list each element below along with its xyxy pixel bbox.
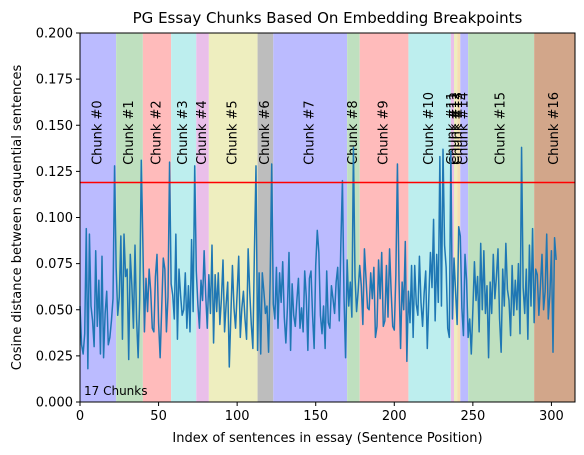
chunk-label-4: Chunk #4: [195, 100, 210, 165]
x-tick-label-5: 250: [460, 409, 485, 424]
chunk-label-1: Chunk #1: [122, 100, 137, 165]
x-tick-label-4: 200: [382, 409, 407, 424]
chunk-band-0: [80, 33, 117, 402]
chunk-count-annotation: 17 Chunks: [84, 384, 147, 398]
chunk-label-16: Chunk #16: [547, 92, 562, 165]
y-tick-label-4: 0.100: [36, 211, 73, 226]
chunk-label-15: Chunk #15: [494, 92, 509, 165]
chunk-label-11: Chunk #11: [445, 92, 460, 165]
chunk-band-2: [142, 33, 172, 402]
chunk-label-9: Chunk #9: [377, 100, 392, 165]
chunk-label-8: Chunk #8: [346, 100, 361, 165]
y-tick-label-3: 0.075: [36, 257, 73, 272]
x-tick-label-0: 0: [76, 409, 84, 424]
y-axis-title: Cosine distance between sequential sente…: [10, 65, 25, 371]
x-axis-ticks: 0 50 100 150 200 250 300: [76, 402, 564, 424]
chunk-labels: Chunk #0 Chunk #1 Chunk #2 Chunk #3 Chunk #4…: [91, 92, 562, 165]
chunk-bands: [80, 33, 575, 402]
chunk-label-13: Chunk #13: [451, 92, 466, 165]
chunk-label-14: Chunk #14: [457, 92, 472, 165]
y-tick-label-2: 0.050: [36, 303, 73, 318]
chunk-label-3: Chunk #3: [176, 100, 191, 165]
chunk-label-7: Chunk #7: [303, 100, 318, 165]
chunk-band-12: [454, 33, 458, 402]
chunk-band-4: [196, 33, 209, 402]
x-tick-label-3: 150: [303, 409, 328, 424]
chunk-label-10: Chunk #10: [422, 92, 437, 165]
y-tick-label-8: 0.200: [36, 27, 73, 42]
chart-title: PG Essay Chunks Based On Embedding Break…: [133, 9, 523, 27]
series-line: [79, 146, 557, 370]
chunk-band-3: [171, 33, 197, 402]
chunk-band-5: [208, 33, 258, 402]
chunk-label-2: Chunk #2: [150, 100, 165, 165]
y-tick-label-7: 0.175: [36, 73, 73, 88]
y-axis-ticks: 0.000 0.025 0.050 0.075 0.100 0.125 0.150 0.175…: [36, 27, 80, 411]
chunk-band-13: [457, 33, 461, 402]
x-tick-label-2: 100: [225, 409, 250, 424]
chunk-label-12: Chunk #12: [448, 92, 463, 165]
y-tick-label-1: 0.025: [36, 349, 73, 364]
chunk-label-5: Chunk #5: [226, 100, 241, 165]
x-tick-label-1: 50: [150, 409, 167, 424]
y-tick-label-5: 0.125: [36, 165, 73, 180]
y-tick-label-6: 0.150: [36, 119, 73, 134]
chunk-label-6: Chunk #6: [258, 100, 273, 165]
chunk-band-16: [534, 33, 575, 402]
chunk-band-11: [450, 33, 454, 402]
chunk-band-7: [273, 33, 348, 402]
x-tick-label-6: 300: [539, 409, 564, 424]
y-tick-label-0: 0.000: [36, 396, 73, 411]
x-axis-title: Index of sentences in essay (Sentence Po…: [172, 431, 482, 446]
chunk-band-14: [460, 33, 469, 402]
chunk-label-0: Chunk #0: [91, 100, 106, 165]
